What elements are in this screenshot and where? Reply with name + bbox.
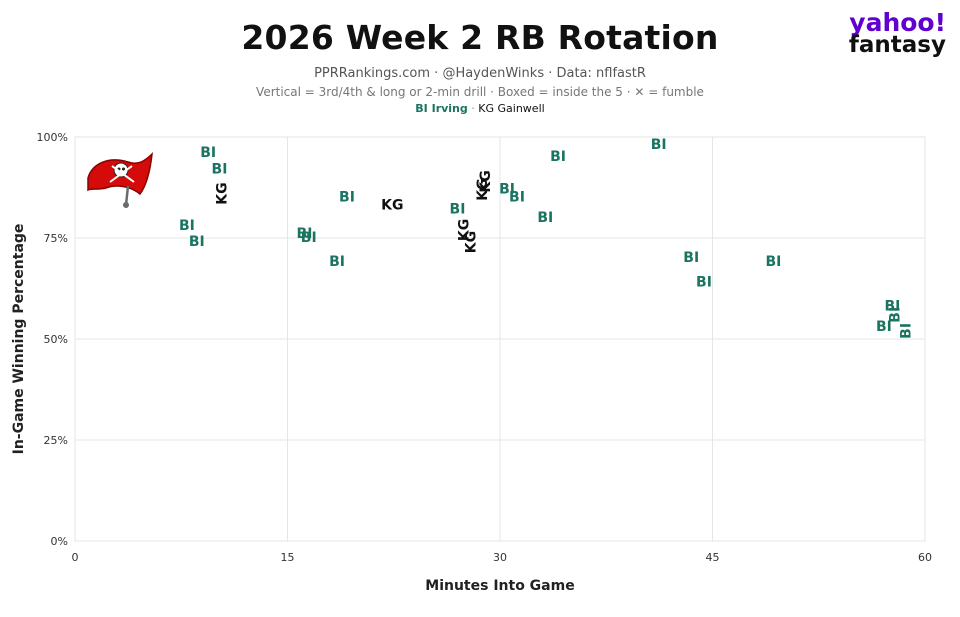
chart-note: Vertical = 3rd/4th & long or 2-min drill… — [256, 85, 704, 99]
y-tick-label: 75% — [44, 232, 68, 245]
bi-point: BI — [450, 202, 466, 218]
y-tick-label: 50% — [44, 333, 68, 346]
bi-point: BI — [212, 161, 228, 177]
x-tick-label: 0 — [72, 551, 79, 564]
brand-line-2: fantasy — [848, 32, 946, 58]
legend-entry-bi: BI Irving — [415, 102, 468, 115]
x-tick-label: 45 — [706, 551, 720, 564]
bi-point: BI — [696, 274, 712, 290]
buccaneers-flag-logo — [87, 151, 153, 208]
bi-point: BI — [200, 145, 216, 161]
kg-point: KG — [475, 178, 491, 200]
chart-title: 2026 Week 2 RB Rotation — [241, 18, 719, 57]
x-tick-label: 15 — [281, 551, 295, 564]
x-tick-label: 60 — [918, 551, 932, 564]
y-axis-label: In-Game Winning Percentage — [11, 224, 27, 455]
legend-separator: · — [467, 102, 479, 115]
bi-point: BI — [899, 323, 915, 339]
x-tick-label: 30 — [493, 551, 507, 564]
bi-point: BI — [179, 218, 195, 234]
y-tick-label: 25% — [44, 434, 68, 447]
bi-point: BI — [765, 254, 781, 270]
y-tick-label: 0% — [51, 535, 68, 548]
brand-line-1: yahoo! — [849, 8, 946, 37]
bi-point: BI — [683, 250, 699, 266]
x-axis-label: Minutes Into Game — [425, 578, 574, 594]
kg-point: KG — [214, 182, 230, 204]
bi-point: BI — [876, 319, 892, 335]
bi-point: BI — [339, 190, 355, 206]
legend-entry-kg: KG Gainwell — [478, 102, 545, 115]
marks-layer: BIBIBIBIBIBIBIBIBIBIBIBIBIBIBIBIBIBIBIBI… — [179, 137, 915, 339]
bi-point: BI — [297, 226, 313, 242]
bi-point: BI — [550, 149, 566, 165]
kg-point: KG — [464, 231, 480, 253]
bi-point: BI — [189, 234, 205, 250]
bi-point: BI — [884, 299, 900, 315]
bi-point: BI — [887, 307, 903, 323]
kg-point: KG — [381, 198, 403, 214]
kg-point: KG — [478, 170, 494, 192]
yahoo-fantasy-logo: yahoo! fantasy — [848, 8, 946, 58]
axis-layer: 0% 25% 50% 75% 100% 0 15 30 45 60 Minutes Into Gam… — [11, 131, 932, 594]
y-tick-label: 100% — [37, 131, 68, 144]
bi-point: BI — [499, 182, 515, 198]
bi-point: BI — [509, 190, 525, 206]
kg-point: KG — [457, 219, 473, 241]
bi-point: BI — [651, 137, 667, 153]
bi-point: BI — [537, 210, 553, 226]
bi-point: BI — [301, 230, 317, 246]
chart-subtitle: PPRRankings.com · @HaydenWinks · Data: n… — [314, 66, 646, 81]
grid-layer — [74, 136, 926, 542]
bi-point: BI — [329, 254, 345, 270]
legend: BI Irving · KG Gainwell — [0, 102, 960, 115]
